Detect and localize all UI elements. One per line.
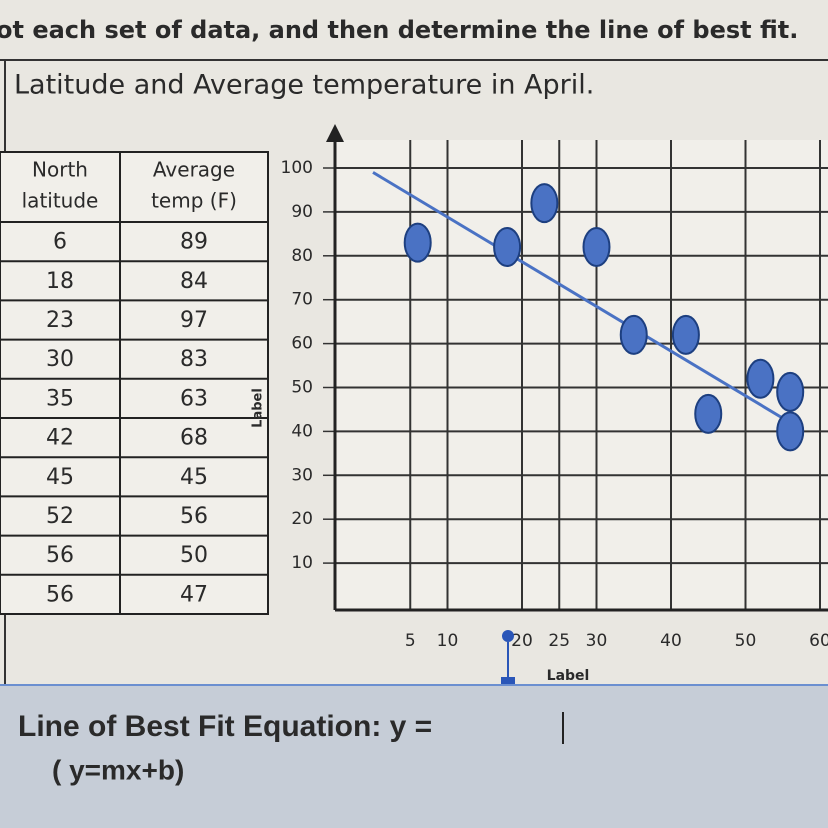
table-cell: 63 (180, 386, 208, 411)
x-axis-label: Label (547, 668, 590, 684)
table-cell: 35 (46, 386, 74, 411)
fit-line (372, 171, 791, 424)
table-cell: 50 (180, 543, 208, 568)
instruction: ot each set of data, and then determine … (0, 16, 798, 44)
data-point (776, 371, 805, 412)
y-tick-label: 60 (291, 334, 313, 354)
data-point (671, 314, 700, 355)
data-point (530, 183, 559, 224)
chart: 10 20 30 40 50 60 70 80 90 100 5 10 20 25 30 40 50 60 Labe… (251, 124, 828, 691)
table-cell: 6 (53, 230, 67, 255)
y-axis-label: Label (251, 388, 266, 428)
table-cell: 56 (46, 543, 74, 568)
table-bg (0, 151, 269, 615)
equation-prompt[interactable]: Line of Best Fit Equation: y = (18, 710, 432, 743)
header-cell: latitude (22, 189, 99, 213)
y-tick-label: 80 (291, 246, 313, 266)
data-point (746, 358, 775, 399)
table-cell: 45 (180, 465, 208, 490)
data-point (493, 227, 522, 268)
y-tick-label: 20 (291, 509, 313, 529)
y-tick-label: 30 (291, 465, 313, 485)
table-cell: 18 (46, 269, 74, 294)
data-point (403, 222, 432, 263)
x-tick-label: 60 (809, 631, 828, 651)
table: North latitude Average temp (F) 6 89 18 84 23 97 3… (0, 151, 269, 615)
selection-handle (502, 630, 514, 642)
table-cell: 97 (180, 308, 208, 333)
x-tick-label: 10 (437, 631, 459, 651)
y-tick-label: 50 (291, 378, 313, 398)
table-cell: 56 (46, 582, 74, 607)
equation-hint: ( y=mx+b) (52, 754, 184, 785)
x-tick-label: 20 (511, 631, 533, 651)
header-cell: Average (153, 158, 235, 182)
axis-arrow (326, 124, 344, 142)
table-cell: 23 (46, 308, 74, 333)
table-cell: 47 (180, 582, 208, 607)
data-point (776, 411, 805, 452)
header-cell: North (32, 158, 88, 182)
table-cell: 52 (46, 504, 74, 529)
data-point (694, 393, 723, 434)
y-tick-label: 40 (291, 421, 313, 441)
table-cell: 56 (180, 504, 208, 529)
editor-panel (0, 685, 828, 828)
x-tick-label: 40 (660, 631, 682, 651)
y-tick-label: 70 (291, 290, 313, 310)
y-tick-label: 90 (291, 202, 313, 222)
y-tick-label: 100 (281, 158, 313, 178)
data-point (619, 314, 648, 355)
heading: Latitude and Average temperature in Apri… (14, 70, 594, 101)
x-tick-label: 25 (548, 631, 570, 651)
table-cell: 83 (180, 347, 208, 372)
table-cell: 89 (180, 230, 208, 255)
x-tick-label: 50 (735, 631, 757, 651)
table-cell: 68 (180, 426, 208, 451)
table-cell: 30 (46, 347, 74, 372)
header-cell: temp (F) (151, 189, 237, 213)
x-tick-label: 5 (405, 631, 416, 651)
data-point (582, 227, 611, 268)
table-cell: 84 (180, 269, 208, 294)
table-cell: 45 (46, 465, 74, 490)
table-cell: 42 (46, 426, 74, 451)
x-tick-label: 30 (586, 631, 608, 651)
y-tick-label: 10 (291, 553, 313, 573)
